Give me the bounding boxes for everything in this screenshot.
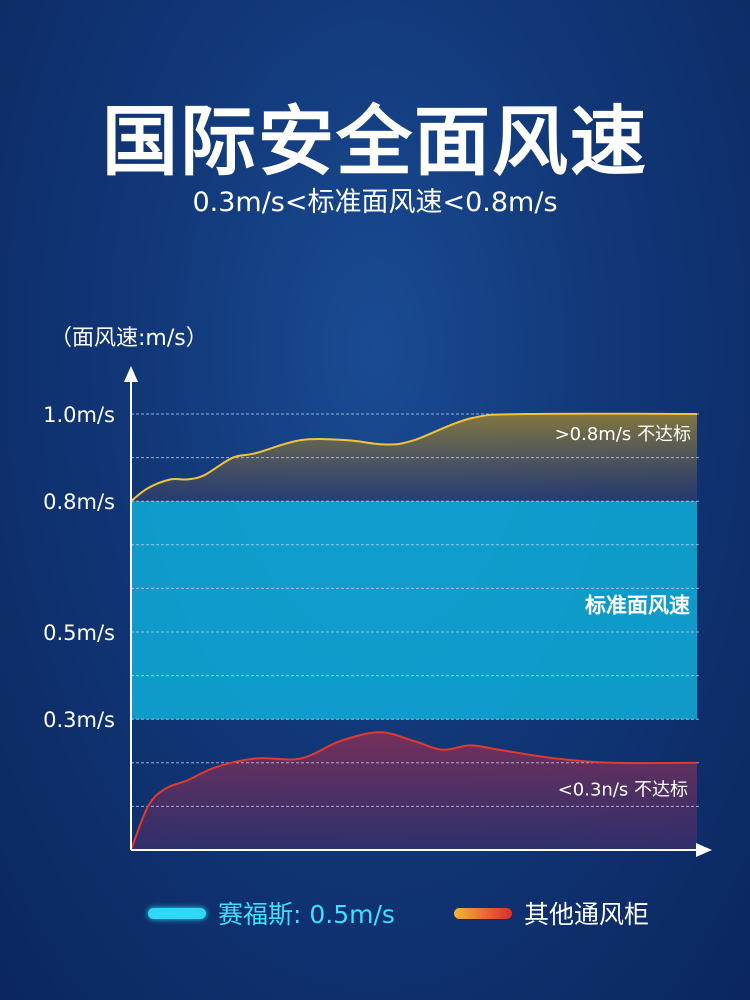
annotation-band: 标准面风速	[585, 593, 690, 617]
legend-item-others: 其他通风柜	[454, 896, 649, 930]
legend-label-others: 其他通风柜	[524, 900, 650, 929]
y-tick-label-0: 1.0m/s	[43, 403, 115, 427]
y-tick-label-2: 0.5m/s	[43, 621, 115, 645]
y-tick-label-1: 0.8m/s	[43, 490, 115, 514]
page-title: 国际安全面风速	[102, 97, 648, 186]
lower-curve-line	[130, 731, 698, 851]
standard-band	[131, 501, 697, 720]
x-axis-arrow	[696, 843, 712, 857]
annotation-upper: >0.8m/s 不达标	[555, 424, 691, 445]
lower-area-fill	[131, 732, 697, 850]
upper-curve-line	[130, 412, 698, 502]
annotation-lower: <0.3n/s 不达标	[558, 780, 688, 801]
legend-label-safefume: 赛福斯: 0.5m/s	[218, 900, 395, 929]
y-axis-label: （面风速:m/s）	[50, 326, 208, 351]
page-subtitle: 0.3m/s<标准面风速<0.8m/s	[192, 187, 558, 218]
y-tick-label-3: 0.3m/s	[43, 708, 115, 732]
legend-item-safefume: 赛福斯: 0.5m/s	[148, 896, 395, 930]
y-axis-arrow	[124, 366, 138, 382]
legend-swatch-cyan	[148, 907, 206, 919]
legend-swatch-gradient	[454, 907, 512, 919]
